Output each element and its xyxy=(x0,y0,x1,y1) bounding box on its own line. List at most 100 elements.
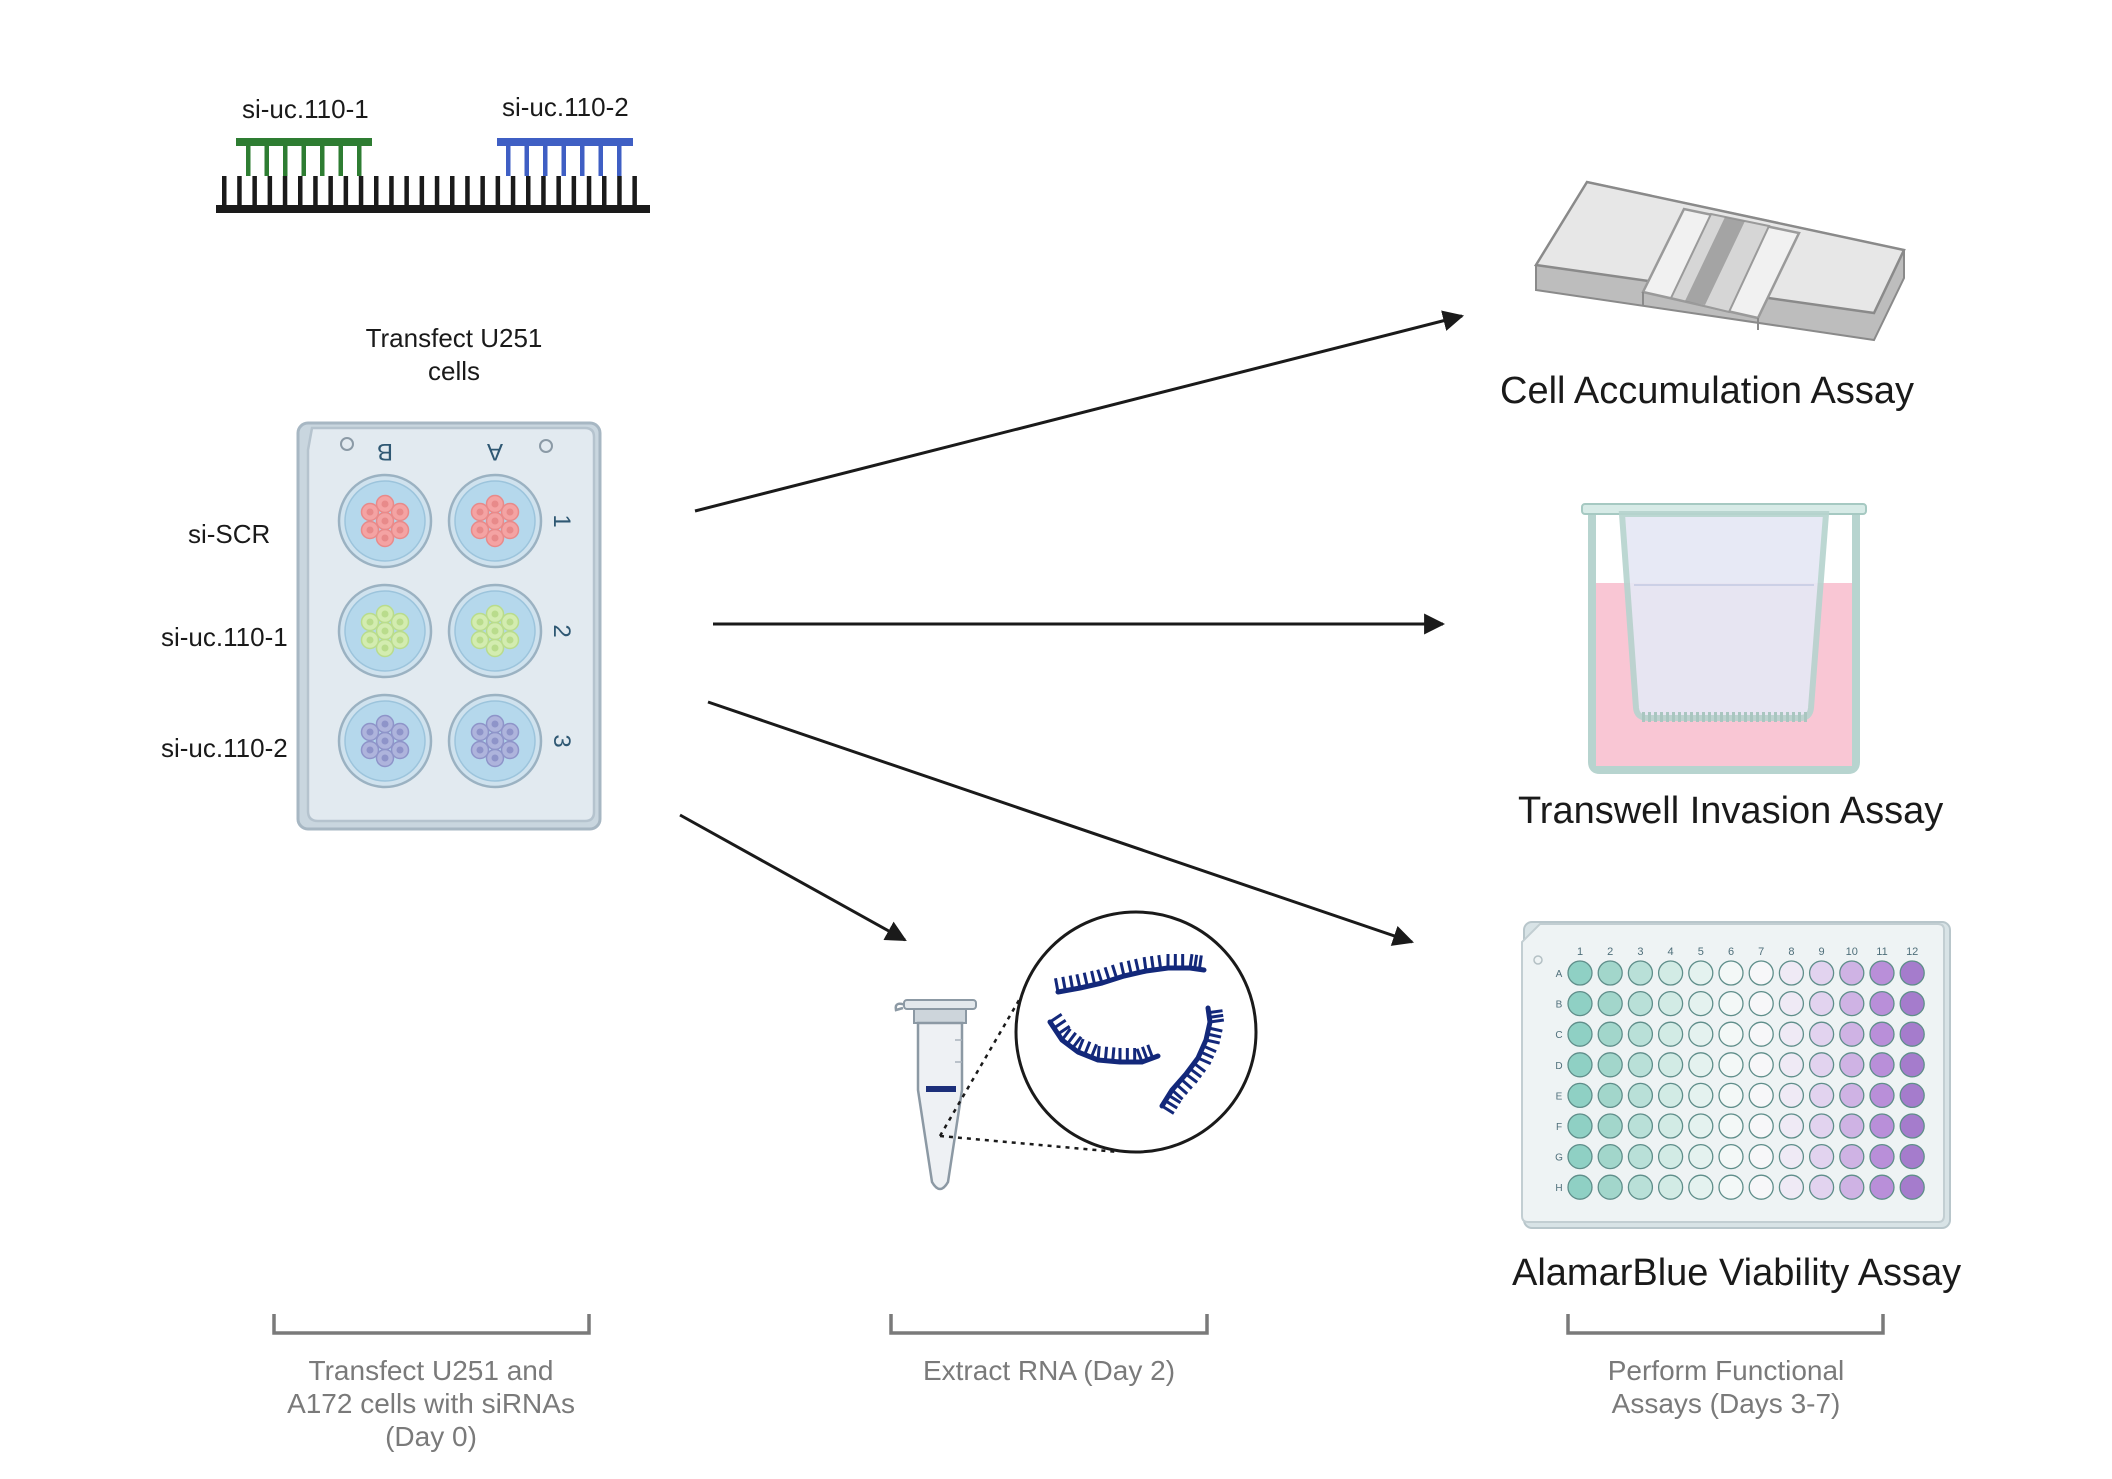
plate96-well xyxy=(1567,1113,1593,1139)
dna-base xyxy=(556,176,561,206)
plate96-well xyxy=(1627,1174,1654,1200)
cell-nucleus xyxy=(491,644,499,652)
plate96-well xyxy=(1839,1143,1865,1170)
plate96-well xyxy=(1778,1052,1805,1078)
plate96-row-label: C xyxy=(1555,1030,1562,1041)
membrane-pore xyxy=(1708,712,1711,722)
rna-base xyxy=(1209,1018,1225,1024)
plate96-well xyxy=(1627,960,1654,986)
membrane-pore xyxy=(1684,712,1687,722)
membrane-pore xyxy=(1804,712,1807,722)
dna-base xyxy=(298,176,303,206)
rna-base xyxy=(1111,1047,1116,1062)
dna-base xyxy=(571,176,577,206)
sirna-2-label: si-uc.110-2 xyxy=(502,92,629,122)
rna-pellet xyxy=(926,1086,956,1092)
membrane-pore xyxy=(1738,712,1741,722)
plate-row-label: 2 xyxy=(548,624,575,637)
membrane-pore xyxy=(1726,712,1729,722)
plate96-well xyxy=(1567,960,1593,986)
plate-row-label: 3 xyxy=(548,734,575,747)
rna-base xyxy=(1066,1031,1077,1045)
membrane-pore xyxy=(1660,712,1663,722)
dna-base xyxy=(313,176,318,206)
sirna-2-base xyxy=(561,146,566,176)
cell-nucleus xyxy=(506,526,514,534)
membrane-pore xyxy=(1792,712,1795,722)
row-label-si-uc110-2: si-uc.110-2 xyxy=(161,733,288,763)
plate96-well xyxy=(1627,1082,1654,1109)
plate96-well xyxy=(1808,990,1835,1017)
bracket-stage-1 xyxy=(272,1314,591,1335)
cell-nucleus xyxy=(491,610,499,618)
arrow-to-alamar xyxy=(707,700,1414,946)
cell-nucleus xyxy=(366,618,374,626)
rna-base xyxy=(1208,1009,1223,1015)
plate96-well xyxy=(1899,1143,1925,1170)
plate96-notch xyxy=(1533,955,1543,965)
transfect-title-line2: cells xyxy=(427,356,480,386)
membrane-pore xyxy=(1768,712,1771,722)
sirna-2-base xyxy=(506,146,511,176)
assay-transwell-title: Transwell Invasion Assay xyxy=(1518,790,1944,832)
rna-base xyxy=(1103,1046,1109,1061)
cell-nucleus xyxy=(366,728,374,736)
plate96-col-label: 3 xyxy=(1637,946,1643,958)
plate96-well xyxy=(1839,1174,1865,1200)
cell-nucleus xyxy=(491,737,499,745)
plate96-well xyxy=(1869,1143,1895,1170)
plate96-well xyxy=(1778,1143,1805,1170)
cell-nucleus xyxy=(396,636,404,644)
rna-base xyxy=(1193,1062,1207,1073)
rna-base xyxy=(1060,1027,1072,1041)
cell-nucleus xyxy=(381,754,389,762)
plate96-well xyxy=(1808,960,1835,986)
dna-base xyxy=(222,176,227,206)
dna-base xyxy=(495,176,501,206)
plate96-well xyxy=(1869,1174,1895,1200)
sirna-1-base xyxy=(283,146,288,176)
rna-base xyxy=(1167,1094,1182,1105)
plate96-well xyxy=(1899,1113,1925,1139)
plate96-col-label: 12 xyxy=(1906,946,1918,958)
cell-nucleus xyxy=(396,508,404,516)
rna-base xyxy=(1096,1045,1101,1061)
stage-3-line-2: Assays (Days 3-7) xyxy=(1611,1388,1841,1419)
dna-base-ticks xyxy=(222,176,637,206)
plate96-row-label: B xyxy=(1556,1000,1563,1011)
zoom-circle xyxy=(1014,910,1258,1154)
tube-body xyxy=(916,1021,964,1191)
plate96-well xyxy=(1718,1082,1744,1109)
plate96-well xyxy=(1567,1052,1593,1078)
plate96-well xyxy=(1839,960,1865,986)
sirna-1-base xyxy=(301,146,306,176)
row-label-si-uc110-1: si-uc.110-1 xyxy=(161,622,288,652)
rna-base xyxy=(1057,1024,1071,1036)
plate96-well xyxy=(1778,1021,1805,1047)
plate96-well xyxy=(1718,1021,1744,1047)
plate96-well xyxy=(1839,1052,1865,1078)
rna-base xyxy=(1149,955,1155,971)
dna-base xyxy=(404,176,409,206)
dna-base xyxy=(267,176,273,206)
plate96-well xyxy=(1839,990,1865,1017)
cell-nucleus xyxy=(366,746,374,754)
plate96-well xyxy=(1899,1052,1925,1078)
plate96-well xyxy=(1657,1174,1684,1200)
cell-nucleus xyxy=(506,618,514,626)
plate96-well xyxy=(1688,1113,1714,1139)
plate96-well xyxy=(1808,1021,1835,1047)
plate96-well xyxy=(1899,990,1925,1017)
bracket-stage-2 xyxy=(889,1314,1209,1335)
cell-nucleus xyxy=(381,517,389,525)
rna-strands-icon xyxy=(1047,953,1225,1115)
plate96-well xyxy=(1778,1174,1805,1200)
plate96-well xyxy=(1688,990,1714,1017)
rna-base xyxy=(1049,1012,1063,1024)
plate96-col-label: 1 xyxy=(1577,946,1583,958)
transwell-insert-icon xyxy=(1581,503,1867,774)
plate96-row-label: A xyxy=(1556,969,1563,980)
cell-nucleus xyxy=(381,500,389,508)
sirna-1-label: si-uc.110-1 xyxy=(242,94,369,124)
